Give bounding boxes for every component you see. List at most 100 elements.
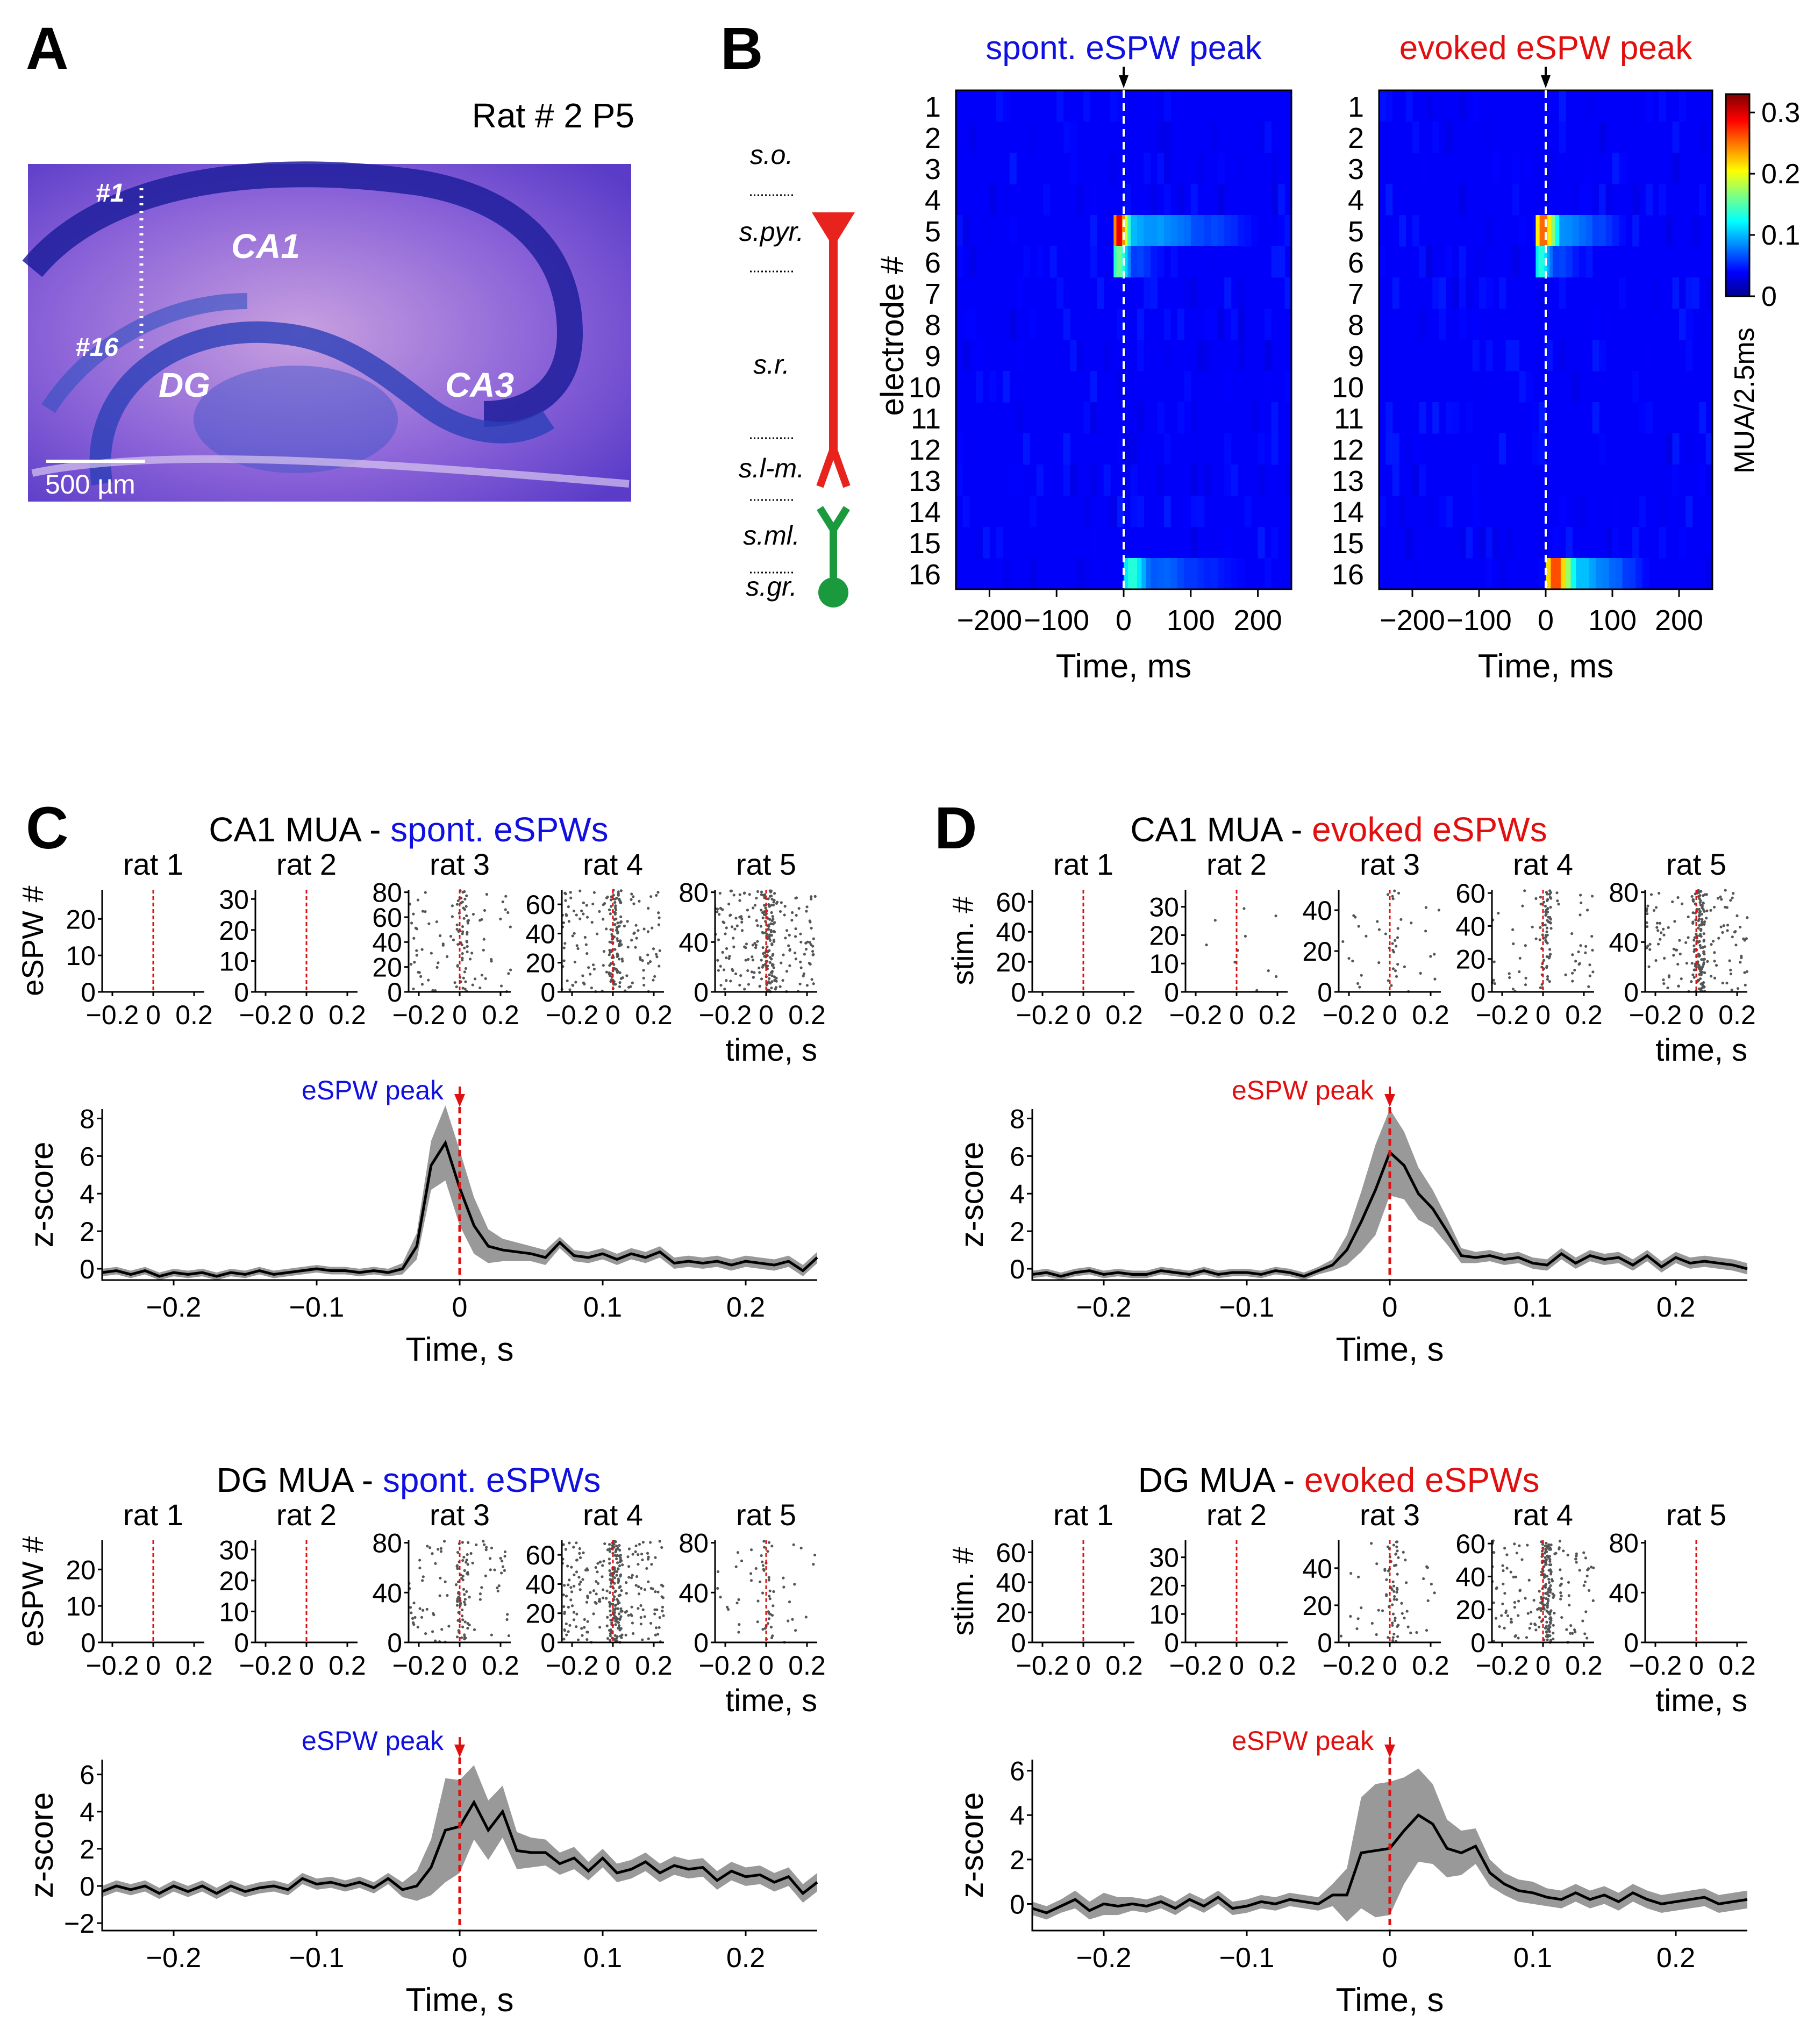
raster-y-tick-label: 10 [219, 1597, 249, 1627]
heatmap-cell [1699, 122, 1706, 153]
heatmap-cell [1128, 558, 1133, 589]
spike-dot [656, 891, 660, 894]
spike-dot [1547, 1577, 1551, 1581]
spike-dot [732, 937, 735, 940]
spike-dot [471, 1561, 474, 1564]
spike-dot [1575, 1554, 1578, 1557]
heatmap-cell [1543, 215, 1548, 246]
heatmap-cell [1505, 340, 1513, 371]
heatmap-cell [1485, 277, 1493, 309]
spike-dot [645, 1567, 648, 1570]
spike-dot [499, 917, 502, 920]
spike-dot [506, 911, 510, 914]
zscore-x-tick-label: 0.1 [1513, 1942, 1552, 1974]
spike-dot [792, 1543, 795, 1546]
spike-dot [625, 1581, 628, 1584]
spike-dot [750, 970, 754, 974]
heatmap-cell [1602, 558, 1610, 589]
zscore-x-tick-label: −0.2 [1076, 1942, 1132, 1974]
spike-dot [1397, 1556, 1400, 1559]
spike-dot [737, 1631, 740, 1634]
heatmap-cell [1137, 402, 1144, 434]
spike-dot [729, 889, 732, 892]
spike-dot [641, 1638, 644, 1641]
spike-dot [1584, 1610, 1588, 1613]
heatmap-cell [1278, 184, 1285, 216]
spike-dot [1518, 1544, 1521, 1547]
spike-dot [1394, 1617, 1397, 1620]
spike-dot [465, 1561, 468, 1564]
spike-dot [595, 1592, 598, 1596]
spike-dot [625, 974, 628, 977]
spike-dot [634, 1544, 638, 1548]
spike-dot [630, 898, 633, 901]
heatmap-cell [1127, 215, 1131, 246]
spike-dot [1549, 1609, 1553, 1612]
spike-dot [613, 1595, 616, 1598]
spike-dot [1699, 982, 1703, 985]
spike-dot [1697, 926, 1700, 930]
heatmap-cell [1163, 90, 1171, 122]
electrode-label-bottom: #16 [75, 333, 118, 362]
heatmap-cell [1144, 153, 1151, 184]
spike-dot [583, 935, 587, 939]
spike-dot [634, 1550, 637, 1553]
heatmap-cell [1425, 246, 1433, 278]
raster-x-tick-label: −0.2 [546, 1650, 599, 1681]
spike-dot [583, 1618, 586, 1621]
heatmap-cell [1499, 340, 1506, 371]
spike-dot [780, 901, 783, 904]
spike-dot [617, 892, 620, 896]
spike-dot [1731, 935, 1734, 939]
zscore-x-tick-label: 0.2 [1656, 1942, 1695, 1974]
heatmap-cell [1224, 433, 1232, 465]
heatmap-cell [1546, 433, 1553, 465]
spike-dot [647, 1555, 650, 1559]
spike-dot [1711, 940, 1715, 943]
spike-dot [737, 1598, 740, 1601]
spike-dot [1584, 945, 1588, 948]
spike-dot [740, 1559, 744, 1562]
heatmap-cell [1076, 558, 1084, 590]
spike-dot [578, 1552, 581, 1555]
heatmap-cell [1592, 402, 1599, 434]
pyramidal-neuron-icon [812, 212, 855, 488]
raster-y-tick-label: 0 [234, 1628, 249, 1658]
heatmap-cell [1459, 246, 1466, 278]
spike-dot [788, 933, 791, 937]
block-title-part: CA1 MUA - [209, 810, 390, 849]
spike-dot [760, 909, 763, 912]
spike-dot [1426, 1599, 1430, 1603]
spike-dot [805, 910, 808, 913]
spike-dot [658, 1626, 661, 1629]
heatmap-cell [1479, 371, 1486, 403]
spike-dot [630, 939, 633, 942]
spike-dot [1524, 944, 1527, 947]
spike-dot [615, 1616, 618, 1619]
heatmap-cell [1605, 309, 1613, 340]
spike-dot [763, 955, 766, 958]
zscore-x-tick-label: −0.1 [1219, 1942, 1275, 1974]
spike-dot [572, 984, 575, 987]
spike-dot [608, 971, 611, 974]
heatmap-cell [1405, 90, 1413, 122]
heatmap-cell [1284, 215, 1292, 247]
raster-x-tick-label: 0 [1076, 1000, 1091, 1030]
spike-dot [763, 951, 767, 954]
spike-dot [1545, 1620, 1548, 1624]
heatmap-cell [1632, 90, 1640, 122]
spike-dot [1545, 926, 1549, 930]
spike-dot [1549, 953, 1552, 956]
heatmap-cell [1063, 496, 1070, 527]
heatmap-cell [1539, 402, 1546, 434]
spike-dot [496, 1589, 499, 1593]
heatmap-cell [1405, 433, 1413, 465]
spike-dot [767, 903, 770, 906]
heatmap-cell [1117, 371, 1124, 403]
spike-dot [772, 903, 775, 907]
spike-dot [811, 945, 815, 948]
spike-dot [770, 911, 773, 914]
spike-dot [420, 948, 424, 951]
granule-cell-icon [817, 506, 850, 608]
spike-dot [613, 1604, 617, 1607]
